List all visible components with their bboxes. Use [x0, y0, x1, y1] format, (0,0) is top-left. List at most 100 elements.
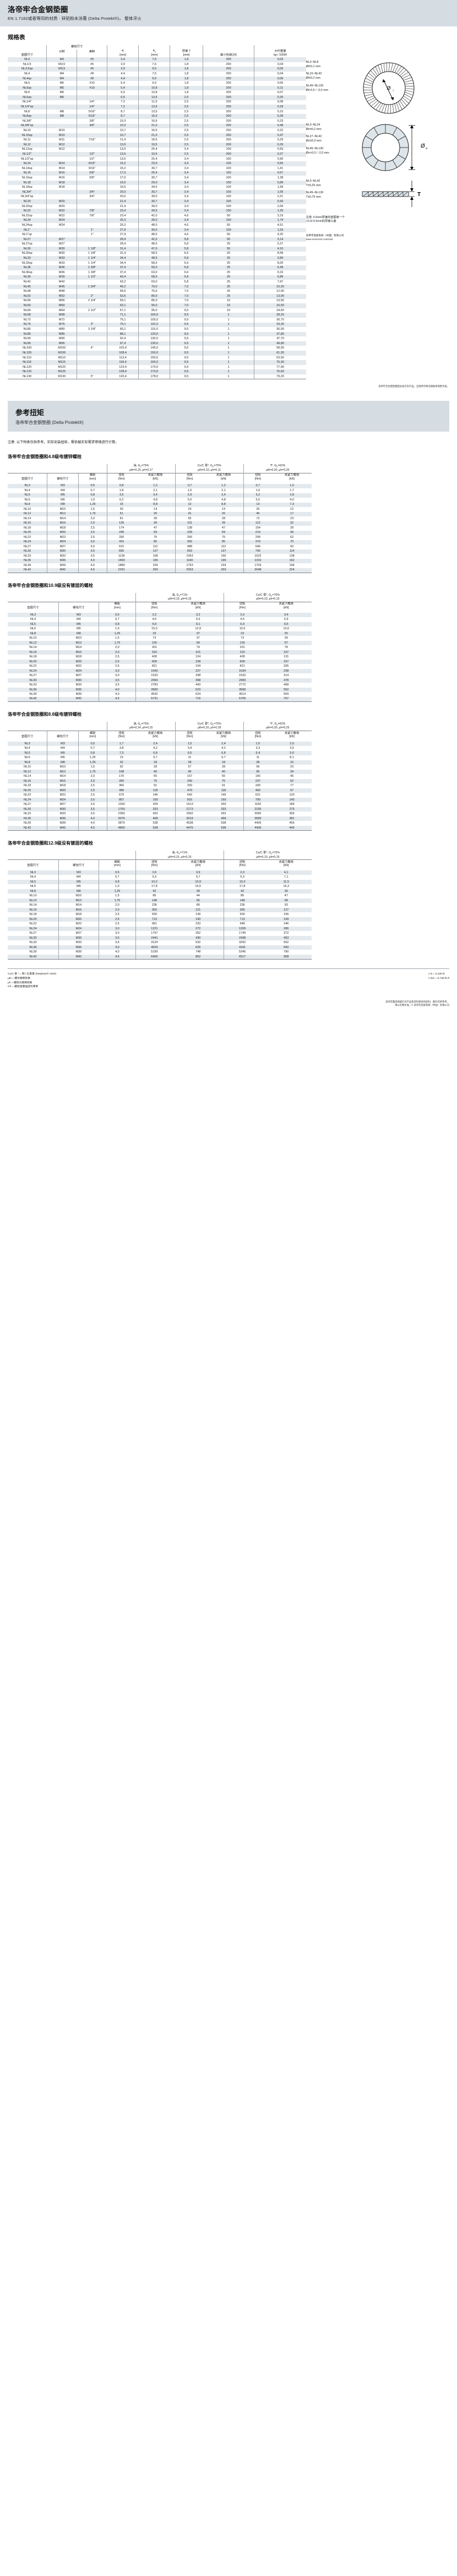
- table-cell: M42: [47, 568, 79, 573]
- table-cell: M95: [46, 341, 77, 346]
- table-cell: NL110: [23, 356, 32, 360]
- table-row: NL8 M8 5/16" 8,7 13,5 2,5 200 0,15: [8, 109, 306, 115]
- table-cell: 91: [221, 784, 226, 788]
- table-cell: M33: [58, 940, 99, 945]
- table-cell: 2772: [223, 683, 261, 688]
- table-cell: NL120: [23, 365, 32, 369]
- table-cell: 455: [289, 821, 295, 825]
- table-cell: [46, 100, 77, 105]
- table-cell: 363: [135, 907, 173, 913]
- table-cell: 3619: [175, 816, 204, 821]
- table-cell: [77, 218, 107, 224]
- table-cell: 16,6: [138, 128, 170, 133]
- table-cell: 3,8: [106, 746, 136, 751]
- table-cell: M18: [47, 526, 79, 531]
- table-cell: 3,5: [98, 678, 136, 683]
- table-cell: 3,5: [98, 683, 136, 688]
- page-subtitle: EN 1.7182或者等同的材质 · 锌铝粉末涂覆 (Delta Protekt…: [8, 16, 142, 21]
- table-cell: 9,0: [138, 76, 170, 81]
- table-cell: NL36: [8, 945, 59, 950]
- table-cell: 9,1: [172, 622, 224, 627]
- table-cell: 75: [135, 778, 176, 784]
- torque-table-4-title: 洛帝牢合金钢垫圈和12.9级没有镀层的螺栓: [8, 841, 94, 846]
- table-cell: NL39: [24, 563, 31, 567]
- table-cell: [77, 128, 107, 133]
- table-cell: 2,4: [135, 741, 176, 747]
- t1-col-clamp-c: 夹紧力载荷 [kN]: [272, 472, 312, 484]
- table-cell: 63,50: [254, 355, 306, 361]
- table-cell: M18: [46, 185, 77, 190]
- table-cell: 11,5: [138, 100, 170, 105]
- table-cell: 1,25: [78, 755, 107, 760]
- table-cell: 4,1: [260, 870, 312, 875]
- table-cell: 4,0: [78, 558, 107, 564]
- table-cell: 3,0: [98, 668, 136, 674]
- table-cell: 1460: [106, 558, 136, 564]
- table-cell: 75,1: [107, 317, 139, 323]
- t2-col-torque-b: 扭矩 [Nm]: [223, 601, 261, 613]
- table-cell: NL8: [8, 502, 47, 508]
- table-cell: 3,0: [98, 931, 136, 936]
- table-cell: 81: [106, 516, 136, 521]
- table-cell: 6,6: [170, 270, 203, 275]
- table-cell: M4: [58, 617, 99, 622]
- table-cell: M30: [47, 549, 79, 554]
- table-cell: [77, 331, 107, 337]
- table-cell: 1,75: [98, 640, 136, 646]
- torque-table-2-body: NL3 M3 0,5 2,2 3,2 2,0 3,4 NL4 M4 0,7 4,5 5,6 4,5 5,9…: [8, 612, 312, 702]
- table-cell: 6,2: [106, 498, 136, 503]
- svg-text:T: T: [417, 192, 421, 198]
- table-cell: 15: [272, 760, 312, 765]
- table-cell: 1160: [175, 558, 204, 564]
- table-cell: M64: [46, 308, 77, 313]
- table-cell: 3,19: [254, 213, 306, 219]
- table-cell: 432: [221, 812, 226, 816]
- table-cell: 2,4: [204, 741, 244, 747]
- table-cell: 55,0: [138, 265, 170, 270]
- table-row: NL18sp M18 19,5 34,5 3,4 100 1,58: [8, 185, 306, 190]
- table-cell: NL22: [29, 665, 37, 668]
- table-cell: 63,0: [138, 280, 170, 285]
- table-cell: M22: [58, 664, 99, 669]
- table-cell: 3,4: [135, 493, 176, 498]
- table-cell: 17,8: [135, 884, 173, 889]
- table-cell: 0,47: [254, 133, 306, 138]
- table-cell: NL30: [8, 935, 59, 941]
- table-cell: NL42: [8, 696, 59, 702]
- table-cell: 908: [260, 954, 312, 960]
- table-cell: NL130: [8, 374, 47, 380]
- table-cell: 3,0: [78, 544, 107, 549]
- table-cell: 4,0: [78, 563, 107, 568]
- table-cell: M10: [47, 765, 79, 770]
- table-cell: 3,4: [170, 147, 203, 153]
- table-cell: 13,5: [107, 152, 139, 157]
- table-cell: NL14: [24, 516, 31, 520]
- table-cell: 118: [135, 788, 176, 793]
- footer-legend: Cu/C 膏 * = 铜 / 石墨膏 (Molykote® 1000) μth …: [8, 973, 57, 989]
- table-cell: M27: [46, 237, 77, 242]
- table-row: NL24 M24 3,0 415 85 392 85 379 70: [8, 540, 312, 545]
- table-cell: 11: [175, 755, 204, 760]
- table-cell: 757: [260, 696, 312, 702]
- table-cell: 6,8: [204, 750, 244, 756]
- table-cell: NL4: [24, 488, 30, 492]
- table-cell: 34,4: [107, 256, 139, 261]
- table-cell: 100: [202, 194, 254, 200]
- table-cell: 8,00: [254, 260, 306, 266]
- table-cell: [46, 118, 77, 124]
- table-cell: 95: [243, 769, 273, 775]
- table-cell: 358: [172, 678, 224, 683]
- table-cell: 2438: [223, 935, 261, 941]
- table-cell: 47: [154, 526, 157, 530]
- table-cell: NL12: [8, 769, 47, 775]
- table-cell: 100: [202, 204, 254, 209]
- table-cell: #5: [77, 57, 107, 62]
- table-cell: 716: [172, 696, 224, 702]
- table-cell: 0,22: [254, 128, 306, 133]
- table-cell: 100: [202, 189, 254, 195]
- table-cell: 1,7: [290, 488, 294, 492]
- table-cell: 3,4: [107, 57, 139, 62]
- table-cell: M24: [47, 797, 79, 803]
- table-cell: M14: [47, 516, 79, 521]
- table-cell: NL24: [8, 668, 59, 674]
